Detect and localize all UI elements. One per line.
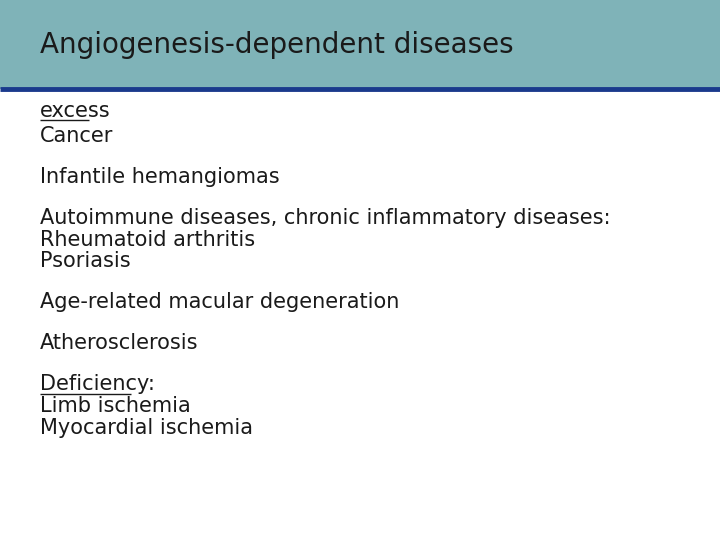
FancyBboxPatch shape [0, 0, 720, 89]
Text: Cancer: Cancer [40, 126, 113, 146]
Text: Myocardial ischemia: Myocardial ischemia [40, 417, 253, 438]
Text: Atherosclerosis: Atherosclerosis [40, 333, 198, 353]
Text: Age-related macular degeneration: Age-related macular degeneration [40, 292, 399, 313]
Text: excess: excess [40, 100, 110, 121]
Text: Limb ischemia: Limb ischemia [40, 396, 190, 416]
Text: Autoimmune diseases, chronic inflammatory diseases:: Autoimmune diseases, chronic inflammator… [40, 208, 610, 228]
Text: Rheumatoid arthritis: Rheumatoid arthritis [40, 230, 255, 250]
Text: Deficiency:: Deficiency: [40, 374, 155, 395]
Text: Angiogenesis-dependent diseases: Angiogenesis-dependent diseases [40, 31, 513, 58]
Text: Psoriasis: Psoriasis [40, 251, 130, 272]
Text: Infantile hemangiomas: Infantile hemangiomas [40, 167, 279, 187]
